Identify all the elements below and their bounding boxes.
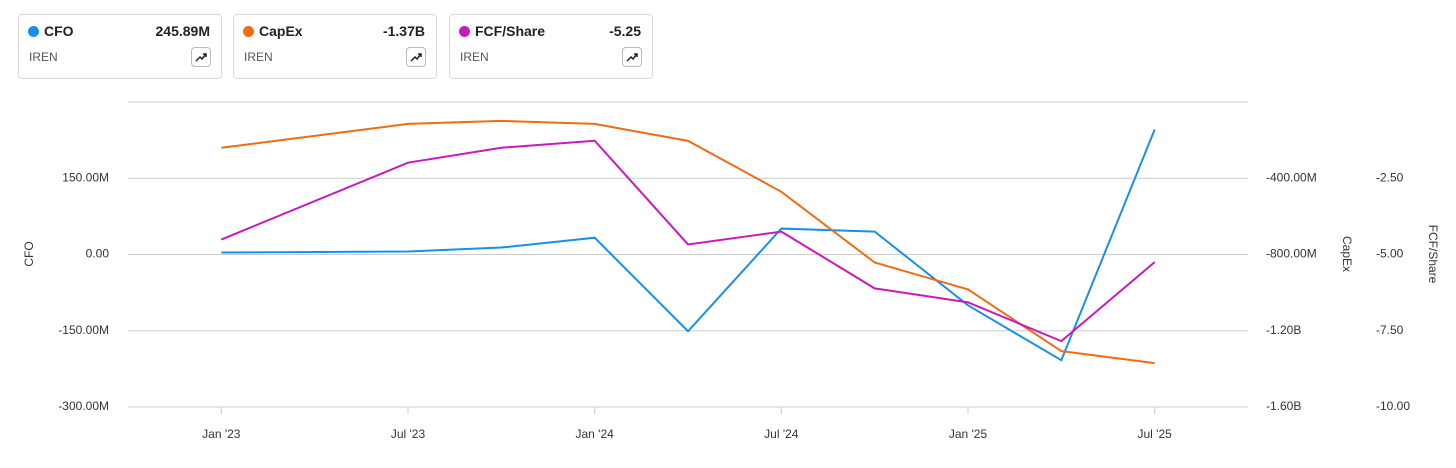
y2-axis-title: CapEx: [1340, 236, 1354, 272]
x-tick-label: Jan '24: [576, 427, 615, 441]
y-tick-label: -7.50: [1376, 323, 1404, 337]
trend-button[interactable]: [191, 47, 211, 67]
x-tick-label: Jan '25: [949, 427, 988, 441]
y-tick-label: -150.00M: [58, 323, 109, 337]
y-tick-label: -800.00M: [1266, 247, 1317, 261]
y-tick-label: -400.00M: [1266, 170, 1317, 184]
legend-card[interactable]: CapEx -1.37B IREN: [233, 14, 437, 79]
x-tick-label: Jan '23: [202, 427, 241, 441]
legend-name: CFO: [44, 23, 74, 39]
series-line: [220, 139, 1156, 343]
legend-card[interactable]: CFO 245.89M IREN: [18, 14, 222, 79]
legend-card[interactable]: FCF/Share -5.25 IREN: [449, 14, 653, 79]
trend-button[interactable]: [406, 47, 426, 67]
legend-value: -1.37B: [382, 23, 425, 39]
trend-icon: [626, 53, 638, 62]
y-axis-title: CFO: [22, 241, 36, 266]
trend-icon: [195, 53, 207, 62]
x-tick-label: Jul '25: [1138, 427, 1173, 441]
legend-name: FCF/Share: [475, 23, 546, 39]
series-line: [221, 119, 1155, 365]
legend-value: 245.89M: [155, 23, 210, 39]
legend-swatch: [243, 26, 254, 37]
y-tick-label: -5.00: [1376, 247, 1404, 261]
y-tick-label: -1.60B: [1266, 399, 1301, 413]
y-tick-label: 150.00M: [62, 170, 109, 184]
y-tick-label: 0.00: [86, 247, 110, 261]
legend-name: CapEx: [259, 23, 303, 39]
legend-swatch: [28, 26, 39, 37]
legend-swatch: [459, 26, 470, 37]
trend-button[interactable]: [622, 47, 642, 67]
x-tick-label: Jul '24: [764, 427, 799, 441]
y-tick-label: -300.00M: [58, 399, 109, 413]
y-tick-label: -1.20B: [1266, 323, 1301, 337]
legend-ticker: IREN: [244, 50, 273, 64]
y-tick-label: -10.00: [1376, 399, 1410, 413]
legend-ticker: IREN: [460, 50, 489, 64]
y3-axis-title: FCF/Share: [1426, 225, 1440, 284]
trend-icon: [410, 53, 422, 62]
legend-ticker: IREN: [29, 50, 58, 64]
y-tick-label: -2.50: [1376, 170, 1404, 184]
series-line: [221, 129, 1156, 362]
legend-value: -5.25: [609, 23, 641, 39]
x-tick-label: Jul '23: [391, 427, 426, 441]
